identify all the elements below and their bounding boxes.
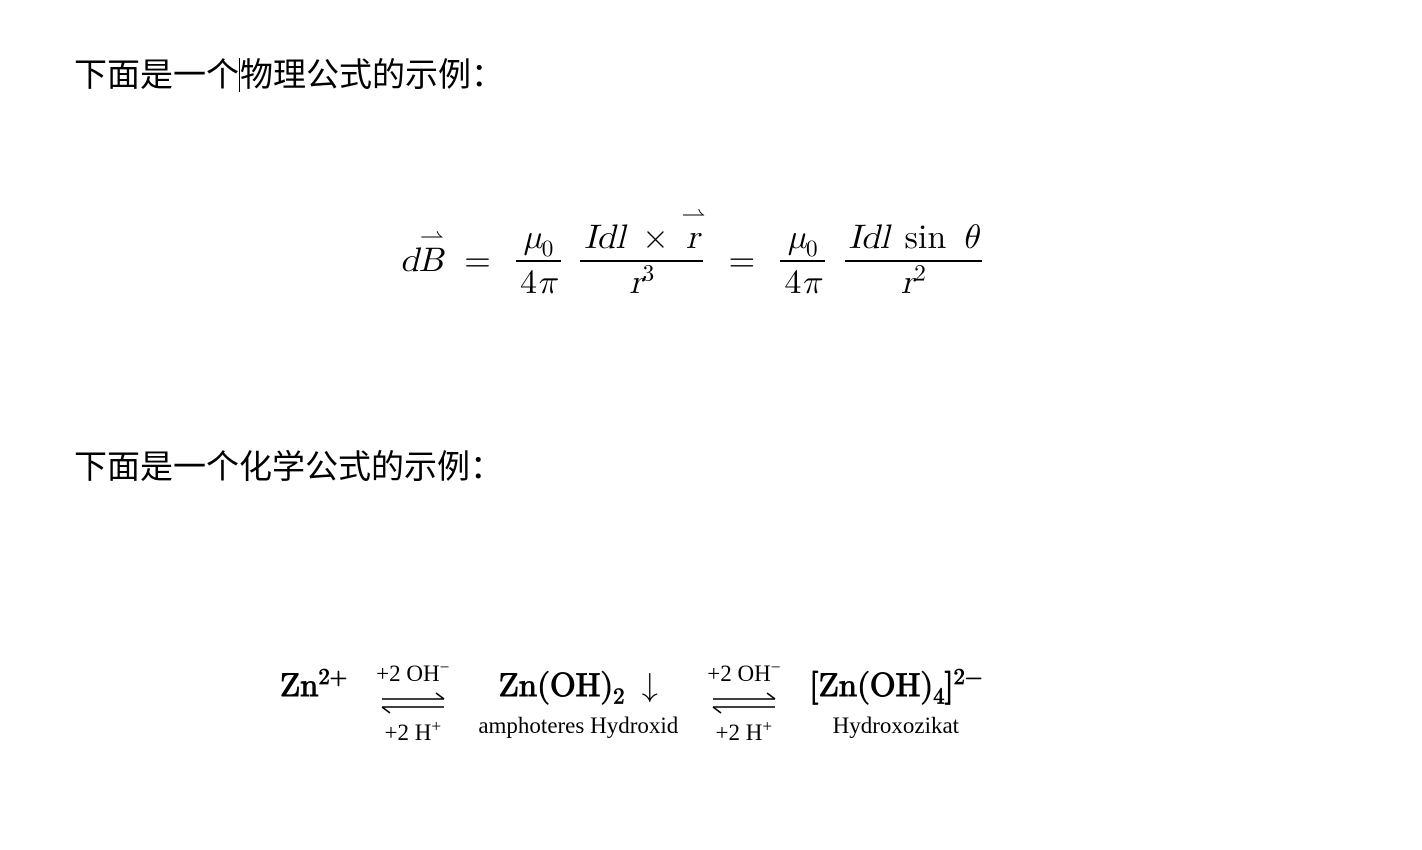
sym-4-2: 4 xyxy=(784,266,801,300)
sub-2: 2 xyxy=(613,687,624,709)
txt-zn: Zn xyxy=(280,670,319,703)
sym-B-vec: B xyxy=(419,241,443,282)
sym-I-1: I xyxy=(584,221,596,255)
txt-znoh: Zn(OH) xyxy=(499,670,614,703)
sym-dl-2: dl xyxy=(861,221,889,255)
intro-physics: 下面是一个物理公式的示例： xyxy=(74,48,504,96)
frac-idl-sin-theta: Idl sin θ r2 xyxy=(845,220,983,303)
biot-savart-equation: dB = μ0 4π Idl × r r3 = μ0 4π Idl sin xyxy=(400,220,986,303)
frac-mu0-4pi-1: μ0 4π xyxy=(516,220,561,303)
document-page: 下面是一个物理公式的示例： dB = μ0 4π Idl × r r3 = μ0… xyxy=(0,0,1422,850)
sym-theta: θ xyxy=(962,221,979,255)
sym-dl-1: dl xyxy=(597,221,625,255)
sym-r-2: r xyxy=(901,266,914,300)
rxn2-bottom: +2 H+ xyxy=(707,721,780,744)
sym-exp3: 3 xyxy=(643,263,655,286)
rxn1-bottom: +2 H+ xyxy=(376,721,449,744)
equilibrium-1: +2 OH− +2 H+ xyxy=(376,662,449,744)
rxn2-top: +2 OH− xyxy=(707,662,780,685)
sym-pi-1: π xyxy=(537,266,557,300)
sup-2minus: 2− xyxy=(954,667,983,689)
sym-exp2: 2 xyxy=(914,263,926,286)
sym-times: × xyxy=(636,221,674,255)
intro-physics-before: 下面是一个 xyxy=(74,58,239,94)
equilibrium-arrows-icon xyxy=(709,691,779,715)
sym-I-2: I xyxy=(849,221,861,255)
sym-mu-sub-2: 0 xyxy=(806,238,818,261)
sym-mu-1: μ xyxy=(524,221,542,255)
bracket-close: ] xyxy=(944,670,953,703)
frac-mu0-4pi-2: μ0 4π xyxy=(780,220,825,303)
sym-sin: sin xyxy=(901,221,951,255)
under-hydroxozikat: Hydroxozikat xyxy=(809,713,982,739)
sym-4-1: 4 xyxy=(520,266,537,300)
sup-2plus: 2+ xyxy=(319,667,348,689)
sub-4: 4 xyxy=(933,687,944,709)
intro-physics-after: 物理公式的示例： xyxy=(240,58,504,94)
sym-mu-sub-1: 0 xyxy=(542,238,554,261)
under-amphoteres: amphoteres Hydroxid xyxy=(478,713,678,739)
sym-d: d xyxy=(400,244,419,278)
sym-eq-1: = xyxy=(454,244,500,278)
species-zincate: [Zn(OH)4]2− Hydroxozikat xyxy=(809,667,982,739)
intro-chemistry: 下面是一个化学公式的示例： xyxy=(74,440,503,488)
bracket-open: [ xyxy=(809,670,818,703)
sym-r-1: r xyxy=(629,266,642,300)
sym-r-vec: r xyxy=(686,220,699,257)
sym-eq-2: = xyxy=(719,244,765,278)
equilibrium-arrows-icon xyxy=(378,691,448,715)
frac-idl-cross-r: Idl × r r3 xyxy=(580,220,703,303)
species-znoh2: Zn(OH)2 ↓ amphoteres Hydroxid xyxy=(478,667,678,739)
species-zn2plus: Zn2+ x xyxy=(280,667,347,739)
zinc-hydroxide-equation: Zn2+ x +2 OH− +2 H+ Zn(OH)2 ↓ amphoteres… xyxy=(280,662,982,744)
txt-znoh4: Zn(OH) xyxy=(819,670,934,703)
sym-pi-2: π xyxy=(801,266,821,300)
precipitate-down-icon: ↓ xyxy=(635,670,658,703)
sym-mu-2: μ xyxy=(788,221,806,255)
rxn1-top: +2 OH− xyxy=(376,662,449,685)
equilibrium-2: +2 OH− +2 H+ xyxy=(707,662,780,744)
